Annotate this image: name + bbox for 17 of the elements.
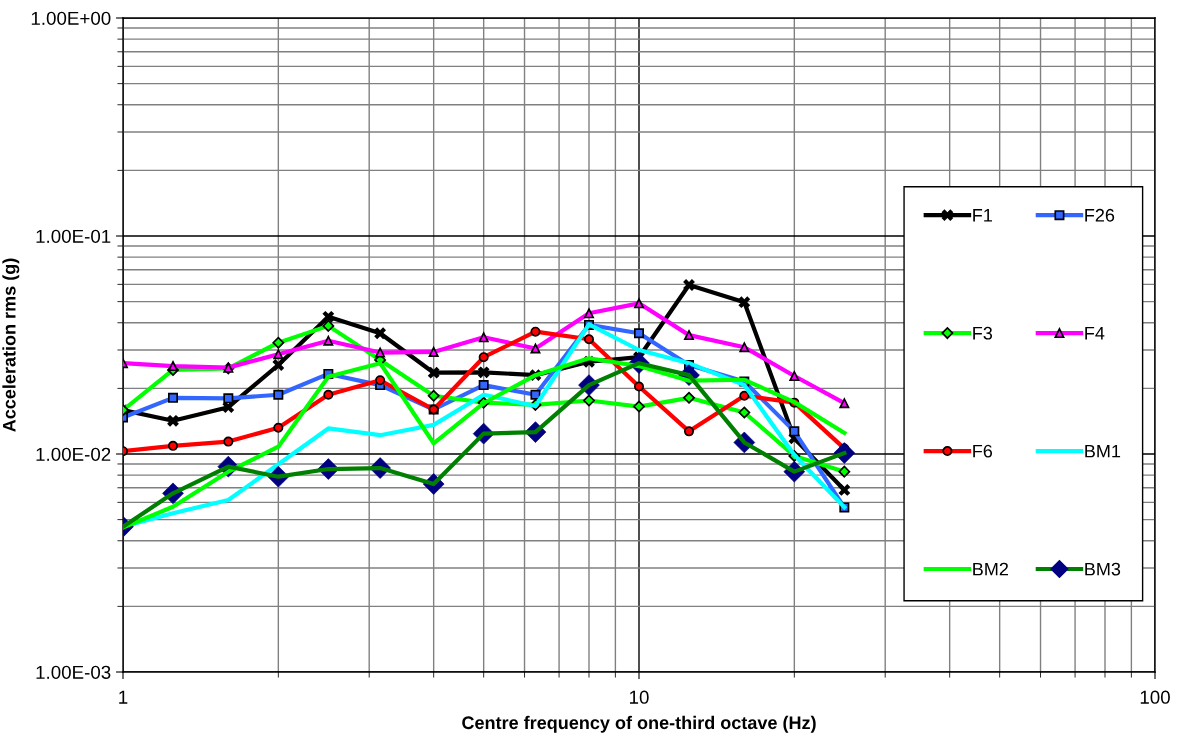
y-tick-label: 1.00E+00 xyxy=(31,11,111,25)
x-tick-label: 100 xyxy=(1140,690,1170,704)
y-tick-label: 1.00E-03 xyxy=(36,665,111,679)
x-axis-title: Centre frequency of one-third octave (Hz) xyxy=(462,715,816,733)
legend-label: BM1 xyxy=(1085,444,1121,458)
y-tick-label: 1.00E-02 xyxy=(36,447,111,461)
legend-label: F1 xyxy=(973,209,992,222)
legend-label: F26 xyxy=(1085,208,1115,222)
legend-label: BM2 xyxy=(973,562,1008,576)
x-tick-label: 1 xyxy=(119,690,128,704)
legend-label: F3 xyxy=(973,326,993,340)
legend-label: F4 xyxy=(1085,327,1105,340)
legend-label: BM3 xyxy=(1085,562,1121,576)
x-tick-label: 10 xyxy=(630,690,649,704)
y-tick-label: 1.00E-01 xyxy=(36,229,111,243)
legend-label: F6 xyxy=(973,444,993,458)
y-axis-title: Acceleration rms (g) xyxy=(2,258,20,432)
